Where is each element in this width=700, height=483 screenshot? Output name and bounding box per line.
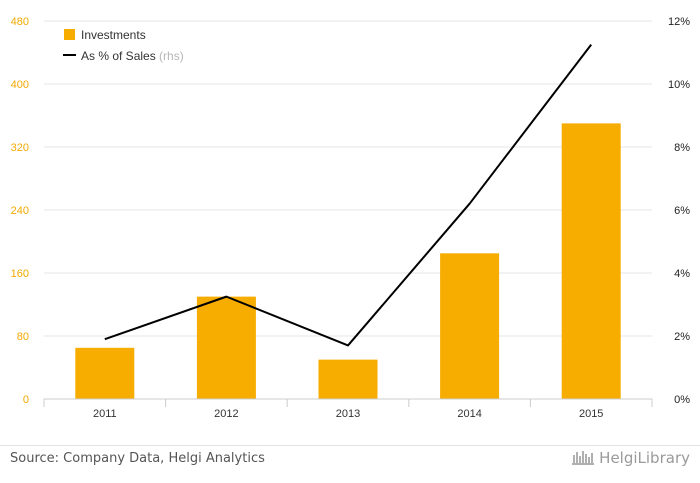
brand-name: HelgiLibrary [599, 449, 690, 467]
y-left-tick-label: 400 [11, 79, 29, 91]
y-right-tick-label: 8% [674, 142, 690, 154]
source-note: Source: Company Data, Helgi Analytics [10, 451, 265, 466]
line-series [104, 44, 592, 347]
brand[interactable]: HelgiLibrary [571, 449, 690, 467]
y-left-tick-label: 80 [17, 331, 29, 343]
y-left-tick-label: 0 [23, 394, 29, 406]
bar-investments [196, 296, 256, 399]
bar-investments [318, 359, 378, 399]
legend-label-sales-share: As % of Sales (rhs) [81, 49, 184, 63]
y-left-tick-label: 480 [11, 16, 29, 28]
y-right-tick-label: 6% [674, 205, 690, 217]
x-tick-label: 2011 [93, 408, 117, 420]
legend: Investments As % of Sales (rhs) [63, 28, 184, 63]
x-tick-label: 2013 [336, 408, 360, 420]
y-right-tick-label: 10% [668, 79, 690, 91]
bar-investments [561, 123, 621, 399]
y-left-tick-label: 160 [11, 268, 29, 280]
axes: 0 0% 80 2% 160 4% 240 6% 320 8% 400 10% 480 12% 2011 20… [11, 16, 691, 420]
y-left-tick-label: 240 [11, 205, 29, 217]
y-right-tick-label: 4% [674, 268, 690, 280]
legend-swatch-investments [64, 29, 75, 40]
footer-divider [0, 445, 700, 446]
y-left-tick-label: 320 [11, 142, 29, 154]
x-tick-label: 2014 [457, 408, 481, 420]
y-right-tick-label: 0% [674, 394, 690, 406]
line-sales-share [104, 44, 592, 347]
bar-investments [440, 253, 500, 399]
bar-investments [75, 347, 135, 399]
x-tick-label: 2015 [579, 408, 603, 420]
grid-lines [44, 20, 652, 337]
y-right-tick-label: 2% [674, 331, 690, 343]
x-tick-label: 2012 [214, 408, 238, 420]
bar-series [75, 123, 621, 399]
y-right-tick-label: 12% [668, 16, 690, 28]
legend-label-investments: Investments [81, 28, 146, 42]
chart-canvas: 0 0% 80 2% 160 4% 240 6% 320 8% 400 10% 480 12% 2011 20… [11, 16, 691, 420]
library-logo-icon [572, 451, 595, 465]
